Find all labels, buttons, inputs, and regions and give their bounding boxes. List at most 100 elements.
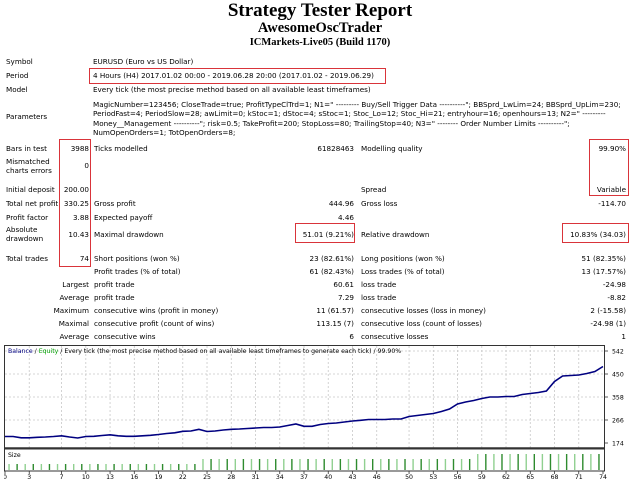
bars-label: Bars in test bbox=[6, 144, 47, 153]
max-consecutive-wins-value: 11 (61.57) bbox=[316, 306, 354, 315]
max-consecutive-losses-label: consecutive losses (loss in money) bbox=[361, 306, 486, 315]
max-consecutive-wins-label: consecutive wins (profit in money) bbox=[94, 306, 219, 315]
svg-text:46: 46 bbox=[373, 474, 381, 480]
net-profit-value: 330.25 bbox=[63, 199, 89, 208]
ticks-value: 61828463 bbox=[317, 144, 354, 153]
svg-text:43: 43 bbox=[349, 474, 357, 480]
svg-text:62: 62 bbox=[502, 474, 510, 480]
maximal-consecutive-profit-label: consecutive profit (count of wins) bbox=[94, 319, 215, 328]
loss-trades-label: Loss trades (% of total) bbox=[361, 267, 445, 276]
net-profit-label: Total net profit bbox=[6, 199, 59, 208]
expected-payoff-label: Expected payoff bbox=[94, 213, 153, 222]
average-2-label: Average bbox=[59, 332, 89, 341]
parameters-label: Parameters bbox=[6, 112, 48, 121]
x-axis-ticks: 0 3 7 10 13 16 19 22 25 28 31 34 37 40 43 46 50 53 56 59 62 6… bbox=[4, 471, 607, 480]
maximum-label: Maximum bbox=[53, 306, 89, 315]
mismatch-value: 0 bbox=[84, 161, 89, 170]
period-label: Period bbox=[6, 71, 29, 80]
average-consecutive-losses-label: consecutive losses bbox=[361, 332, 429, 341]
symbol-value: EURUSD (Euro vs US Dollar) bbox=[93, 57, 194, 66]
maximal-drawdown-highlight-box bbox=[295, 223, 355, 243]
loss-trades-value: 13 (17.57%) bbox=[581, 267, 626, 276]
quality-label: Modelling quality bbox=[361, 144, 423, 153]
svg-text:68: 68 bbox=[551, 474, 559, 480]
svg-text:542: 542 bbox=[612, 349, 624, 356]
chart-title: Balance / Equity / Every tick (the most … bbox=[8, 348, 401, 355]
ticks-label: Ticks modelled bbox=[94, 144, 148, 153]
left-values-highlight-box bbox=[59, 139, 91, 267]
profit-factor-label: Profit factor bbox=[6, 213, 49, 222]
report-title: Strategy Tester Report bbox=[227, 0, 413, 21]
maximal-consecutive-profit-value: 113.15 (7) bbox=[316, 319, 354, 328]
svg-text:450: 450 bbox=[612, 372, 624, 379]
quality-spread-highlight-box bbox=[589, 139, 629, 196]
parameters-value: MagicNumber=123456; CloseTrade=true; Pro… bbox=[93, 100, 621, 137]
svg-text:266: 266 bbox=[612, 418, 624, 425]
server-info: ICMarkets-Live05 (Build 1170) bbox=[249, 37, 391, 48]
short-positions-value: 23 (82.61%) bbox=[309, 254, 354, 263]
relative-drawdown-value: 10.83% (34.03) bbox=[570, 230, 626, 239]
svg-text:37: 37 bbox=[300, 474, 308, 480]
model-label: Model bbox=[6, 85, 28, 94]
largest-profit-value: 60.61 bbox=[333, 280, 354, 289]
svg-text:59: 59 bbox=[478, 474, 486, 480]
gross-loss-label: Gross loss bbox=[361, 199, 398, 208]
absolute-drawdown-value: 10.43 bbox=[68, 230, 89, 239]
maximal-drawdown-label: Maximal drawdown bbox=[94, 230, 164, 239]
quality-value: 99.90% bbox=[598, 144, 626, 153]
gross-profit-value: 444.96 bbox=[328, 199, 354, 208]
symbol-label: Symbol bbox=[6, 57, 33, 66]
svg-text:34: 34 bbox=[276, 474, 284, 480]
largest-loss-label: loss trade bbox=[361, 280, 397, 289]
svg-text:7: 7 bbox=[60, 474, 64, 480]
svg-text:16: 16 bbox=[130, 474, 138, 480]
short-positions-label: Short positions (won %) bbox=[94, 254, 180, 263]
svg-text:3: 3 bbox=[27, 474, 31, 480]
svg-text:0: 0 bbox=[4, 474, 7, 480]
svg-text:358: 358 bbox=[612, 395, 624, 402]
svg-text:13: 13 bbox=[106, 474, 114, 480]
largest-label: Largest bbox=[62, 280, 89, 289]
expert-name: AwesomeOscTrader bbox=[257, 20, 383, 36]
average-loss-value: -8.82 bbox=[607, 293, 626, 302]
svg-text:22: 22 bbox=[179, 474, 187, 480]
average-label: Average bbox=[59, 293, 89, 302]
size-panel-frame bbox=[4, 448, 605, 472]
gross-loss-value: -114.70 bbox=[598, 199, 626, 208]
deposit-label: Initial deposit bbox=[6, 185, 55, 194]
svg-text:28: 28 bbox=[227, 474, 235, 480]
largest-profit-label: profit trade bbox=[94, 280, 135, 289]
model-value: Every tick (the most precise method base… bbox=[93, 85, 371, 94]
spread-label: Spread bbox=[361, 185, 387, 194]
average-consecutive-wins-value: 6 bbox=[349, 332, 354, 341]
long-positions-value: 51 (82.35%) bbox=[581, 254, 626, 263]
svg-text:50: 50 bbox=[405, 474, 413, 480]
svg-text:31: 31 bbox=[252, 474, 260, 480]
period-highlight-box bbox=[89, 68, 386, 84]
average-profit-value: 7.29 bbox=[337, 293, 354, 302]
average-loss-label: loss trade bbox=[361, 293, 397, 302]
total-trades-label: Total trades bbox=[6, 254, 48, 263]
balance-line bbox=[5, 365, 604, 439]
profit-trades-value: 61 (82.43%) bbox=[309, 267, 354, 276]
mismatch-label: Mismatched charts errors bbox=[6, 157, 52, 175]
gross-profit-label: Gross profit bbox=[94, 199, 136, 208]
maximal-consecutive-loss-label: consecutive loss (count of losses) bbox=[361, 319, 482, 328]
svg-text:40: 40 bbox=[324, 474, 332, 480]
total-trades-value: 74 bbox=[79, 254, 89, 263]
size-bars bbox=[8, 454, 600, 470]
average-consecutive-losses-value: 1 bbox=[621, 332, 626, 341]
bars-value: 3988 bbox=[70, 144, 89, 153]
max-consecutive-losses-value: 2 (-15.58) bbox=[590, 306, 626, 315]
relative-drawdown-highlight-box bbox=[562, 223, 629, 243]
svg-text:74: 74 bbox=[599, 474, 607, 480]
absolute-drawdown-label: Absolute drawdown bbox=[6, 225, 44, 243]
long-positions-label: Long positions (won %) bbox=[361, 254, 445, 263]
svg-text:25: 25 bbox=[203, 474, 211, 480]
average-consecutive-wins-label: consecutive wins bbox=[94, 332, 156, 341]
svg-text:71: 71 bbox=[575, 474, 583, 480]
maximal-label: Maximal bbox=[58, 319, 89, 328]
expected-payoff-value: 4.46 bbox=[337, 213, 354, 222]
average-profit-label: profit trade bbox=[94, 293, 135, 302]
maximal-consecutive-loss-value: -24.98 (1) bbox=[590, 319, 626, 328]
